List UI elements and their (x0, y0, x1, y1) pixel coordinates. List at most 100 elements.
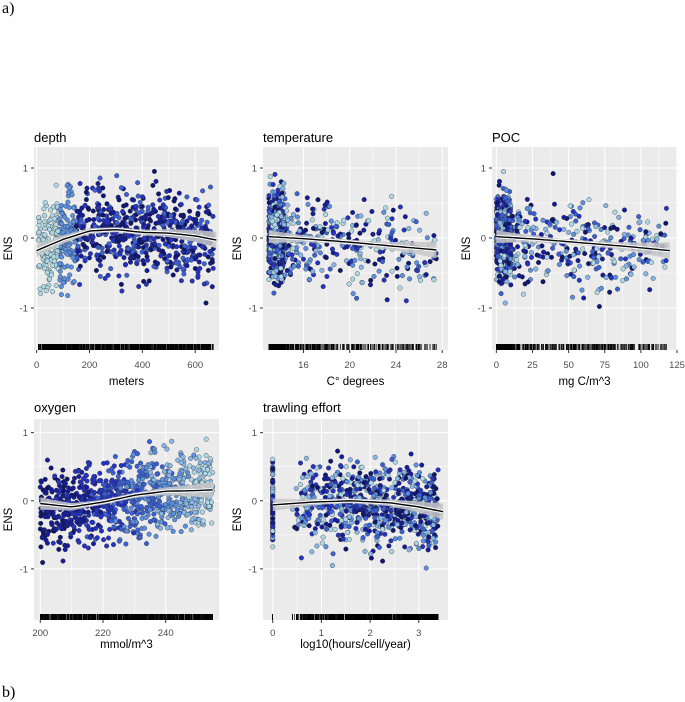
data-point (524, 196, 530, 202)
data-point (182, 243, 188, 249)
data-point (57, 274, 63, 280)
data-point (605, 229, 610, 235)
data-point (496, 182, 502, 188)
data-point (608, 275, 614, 280)
data-point (150, 202, 156, 208)
data-point (423, 210, 429, 216)
data-point (325, 227, 331, 233)
data-point (170, 272, 176, 278)
data-point (344, 244, 350, 250)
data-point (127, 208, 133, 214)
data-point (295, 263, 301, 269)
data-point (168, 212, 174, 218)
data-point (380, 259, 385, 265)
data-point (322, 221, 328, 226)
data-point (346, 231, 351, 237)
data-point (167, 253, 172, 259)
data-point (209, 259, 215, 265)
data-point (303, 227, 309, 233)
data-point (390, 207, 396, 213)
data-point (303, 266, 309, 272)
data-point (44, 258, 50, 264)
data-point (501, 253, 507, 259)
data-point (125, 246, 131, 252)
data-point (507, 208, 513, 214)
data-point (368, 277, 374, 283)
data-point (295, 207, 300, 213)
data-point (270, 189, 276, 195)
data-point (102, 275, 108, 281)
data-point (424, 235, 430, 241)
data-point (48, 272, 54, 278)
data-point (91, 217, 97, 223)
data-point (118, 281, 124, 287)
data-point (566, 229, 572, 235)
data-point (511, 266, 517, 271)
data-point (570, 209, 576, 214)
data-point (636, 214, 642, 220)
data-point (503, 269, 508, 275)
data-point (177, 264, 183, 270)
data-point (591, 255, 597, 261)
data-point (87, 251, 93, 257)
data-point (565, 258, 571, 264)
data-point (289, 252, 295, 258)
data-point (605, 250, 611, 256)
data-point (58, 284, 64, 290)
data-point (510, 213, 516, 219)
data-point (327, 203, 332, 209)
data-point (150, 182, 156, 188)
data-point (656, 223, 662, 229)
data-point (160, 237, 166, 243)
data-point (312, 252, 318, 258)
data-point (72, 239, 78, 245)
data-point (139, 204, 145, 209)
data-point (200, 188, 206, 194)
data-point (594, 290, 600, 295)
data-point (157, 218, 163, 224)
data-point (277, 243, 283, 249)
data-point (136, 284, 142, 289)
data-point (581, 295, 587, 301)
panel-depth: 0 200 400 600 -1 0 1 depth meters ENS (3, 130, 219, 388)
figure-label-b: b) (2, 684, 16, 701)
data-point (285, 217, 291, 223)
data-point (570, 294, 575, 300)
data-point (576, 213, 582, 219)
panel-temperature: 16 20 24 28 -1 0 1 temperature C° degrees ENS (232, 130, 448, 388)
data-point (95, 181, 101, 187)
data-point (202, 251, 208, 257)
data-point (335, 233, 341, 239)
data-point (397, 285, 403, 291)
data-point (184, 194, 190, 200)
data-point (66, 205, 72, 210)
data-point (663, 258, 669, 264)
data-point (77, 210, 83, 216)
data-point (144, 254, 150, 260)
data-point (603, 275, 609, 280)
data-point (207, 249, 213, 255)
data-point (49, 262, 55, 268)
data-point (77, 237, 83, 242)
data-point (96, 185, 102, 191)
data-point (168, 237, 174, 243)
data-point (175, 224, 181, 230)
data-point (53, 282, 59, 288)
data-point (36, 237, 41, 243)
data-point (128, 259, 133, 265)
data-point (552, 224, 558, 230)
data-point (53, 182, 59, 188)
data-point (417, 227, 423, 233)
data-point (57, 268, 63, 274)
data-point (508, 256, 514, 262)
data-point (556, 251, 562, 257)
data-point (327, 266, 333, 272)
data-point (522, 218, 528, 224)
data-point (352, 257, 358, 263)
data-point (176, 190, 182, 196)
data-point (155, 213, 161, 219)
data-point (116, 215, 122, 221)
data-point (508, 282, 514, 288)
data-point (346, 281, 352, 287)
data-point (38, 291, 44, 296)
